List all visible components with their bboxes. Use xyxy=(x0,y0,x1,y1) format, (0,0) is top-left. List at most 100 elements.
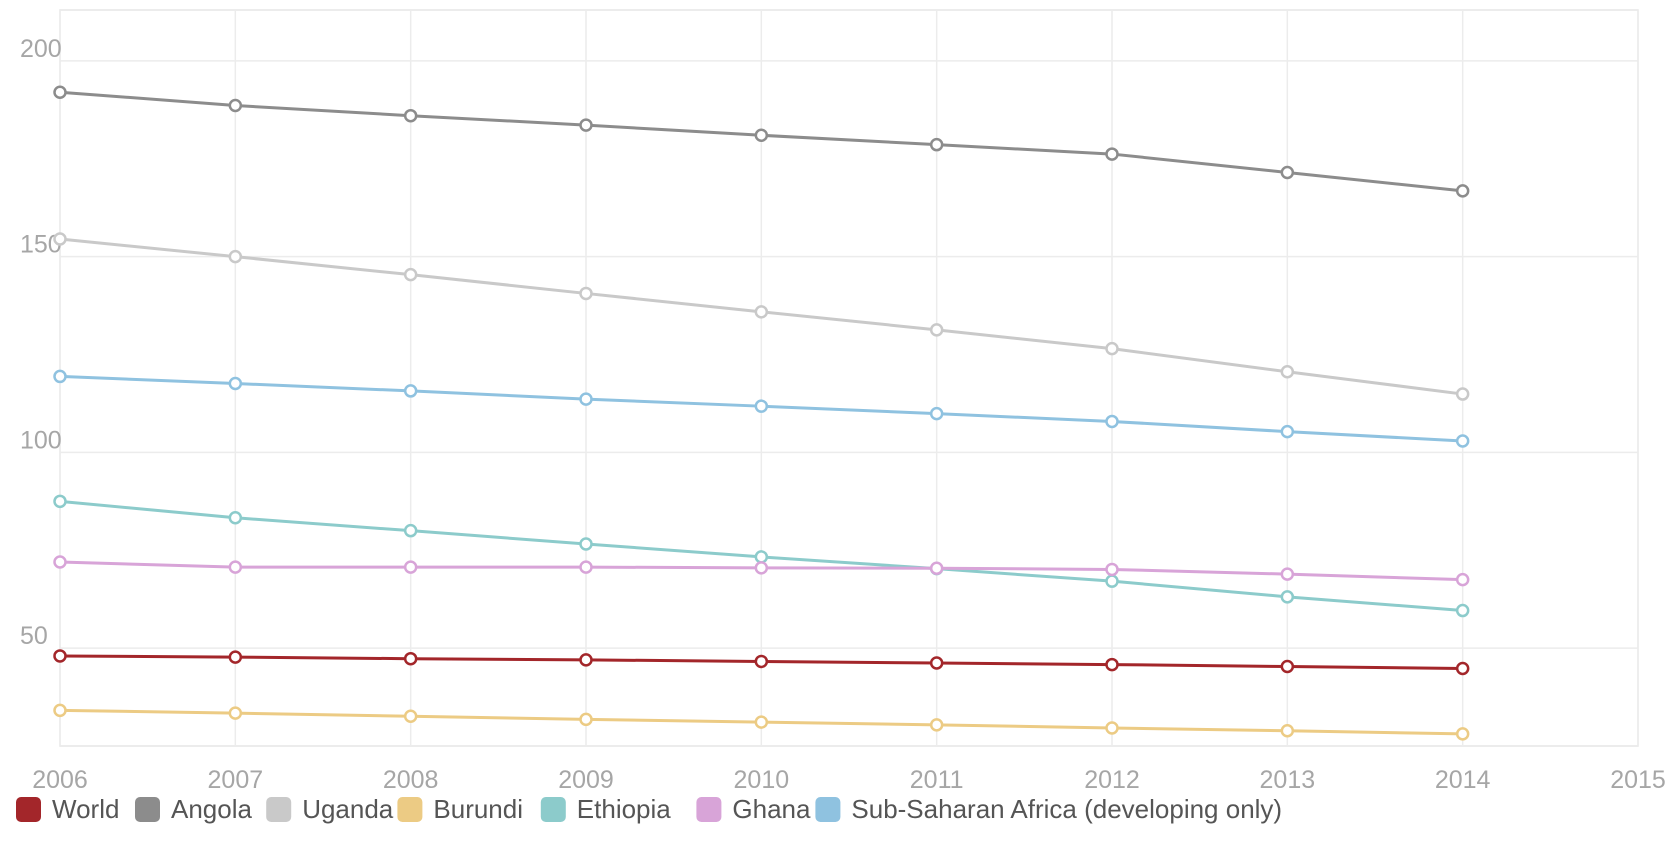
data-point[interactable] xyxy=(929,718,944,732)
data-point[interactable] xyxy=(754,561,769,575)
data-point[interactable] xyxy=(754,715,769,729)
data-point[interactable] xyxy=(1105,721,1119,735)
data-point[interactable] xyxy=(929,406,944,421)
legend-item[interactable]: Angola xyxy=(135,794,252,824)
data-point[interactable] xyxy=(1455,661,1470,676)
series-sub-saharan-africa-developing-only xyxy=(53,369,1470,448)
data-point[interactable] xyxy=(403,560,418,574)
data-point[interactable] xyxy=(53,555,67,569)
data-point[interactable] xyxy=(228,249,243,264)
data-point[interactable] xyxy=(1280,165,1295,180)
data-point[interactable] xyxy=(228,98,243,113)
data-point[interactable] xyxy=(53,494,67,509)
data-point[interactable] xyxy=(1455,603,1470,618)
x-tick-label: 2007 xyxy=(208,766,264,794)
x-tick-label: 2014 xyxy=(1435,766,1491,794)
data-point[interactable] xyxy=(53,649,67,663)
data-point[interactable] xyxy=(403,384,418,398)
data-point[interactable] xyxy=(1105,657,1119,672)
legend-item[interactable]: Uganda xyxy=(266,794,394,824)
data-point[interactable] xyxy=(1105,414,1119,429)
x-tick-label: 2012 xyxy=(1084,766,1140,794)
data-point[interactable] xyxy=(579,118,593,132)
data-point[interactable] xyxy=(579,560,593,574)
data-point[interactable] xyxy=(929,137,944,152)
data-point[interactable] xyxy=(754,654,769,669)
legend-item[interactable]: Ghana xyxy=(696,794,811,824)
series-world xyxy=(53,649,1470,676)
data-point[interactable] xyxy=(1280,567,1295,581)
data-point[interactable] xyxy=(1455,387,1470,401)
series-lines xyxy=(53,85,1470,741)
data-point[interactable] xyxy=(1280,590,1295,604)
x-tick-label: 2010 xyxy=(734,766,790,794)
data-point[interactable] xyxy=(1455,572,1470,587)
data-point[interactable] xyxy=(403,267,418,282)
data-point[interactable] xyxy=(754,399,769,413)
x-tick-label: 2008 xyxy=(383,766,439,794)
data-point[interactable] xyxy=(53,232,67,246)
data-point[interactable] xyxy=(1455,434,1470,448)
data-point[interactable] xyxy=(929,323,944,337)
data-point[interactable] xyxy=(1105,341,1119,356)
legend-item[interactable]: Ethiopia xyxy=(540,794,671,824)
legend-label: Ethiopia xyxy=(577,794,671,824)
data-point[interactable] xyxy=(228,560,243,574)
data-point[interactable] xyxy=(929,561,944,576)
data-point[interactable] xyxy=(1105,574,1119,588)
legend-label: World xyxy=(52,794,119,824)
data-point[interactable] xyxy=(53,703,67,718)
data-point[interactable] xyxy=(579,712,593,727)
legend-label: Ghana xyxy=(732,794,811,824)
data-point[interactable] xyxy=(579,286,593,301)
data-point[interactable] xyxy=(1280,723,1295,738)
series-burundi xyxy=(53,703,1470,741)
data-point[interactable] xyxy=(1280,424,1295,439)
data-point[interactable] xyxy=(754,305,769,319)
legend-label: Uganda xyxy=(302,794,394,824)
legend-swatch xyxy=(815,797,841,822)
data-point[interactable] xyxy=(929,656,944,670)
data-point[interactable] xyxy=(403,523,418,538)
legend-item[interactable]: Sub-Saharan Africa (developing only) xyxy=(815,794,1282,824)
data-point[interactable] xyxy=(53,369,67,384)
data-point[interactable] xyxy=(1280,659,1295,674)
data-point[interactable] xyxy=(1105,147,1119,161)
data-point[interactable] xyxy=(228,511,243,525)
legend-swatch xyxy=(266,797,292,822)
data-point[interactable] xyxy=(754,550,769,564)
data-point[interactable] xyxy=(228,706,243,720)
legend-swatch xyxy=(397,797,423,822)
y-tick-label: 100 xyxy=(20,426,62,454)
x-tick-label: 2006 xyxy=(32,766,88,794)
data-point[interactable] xyxy=(403,651,418,666)
legend-label: Burundi xyxy=(433,794,523,824)
x-tick-label: 2015 xyxy=(1610,766,1666,794)
data-point[interactable] xyxy=(579,392,593,406)
series-angola xyxy=(53,85,1470,198)
data-point[interactable] xyxy=(579,537,593,551)
data-point[interactable] xyxy=(1455,184,1470,198)
legend-label: Angola xyxy=(171,794,252,824)
x-axis-tick-labels: 2006 2007 2008 2009 2010 2011 2012 2013 2014 2015 xyxy=(32,766,1666,794)
data-point[interactable] xyxy=(1280,364,1295,379)
series-uganda xyxy=(53,232,1470,401)
legend-swatch xyxy=(135,797,160,822)
x-tick-label: 2013 xyxy=(1260,766,1316,794)
x-tick-label: 2011 xyxy=(910,766,964,794)
data-point[interactable] xyxy=(228,376,243,391)
legend-item[interactable]: Burundi xyxy=(397,794,523,824)
data-point[interactable] xyxy=(403,108,418,123)
data-point[interactable] xyxy=(1105,562,1119,577)
data-point[interactable] xyxy=(53,85,67,99)
data-point[interactable] xyxy=(1455,727,1470,741)
data-point[interactable] xyxy=(579,653,593,667)
legend: World Angola Uganda Burundi Ethiopia Ghana Sub… xyxy=(16,794,1282,824)
data-point[interactable] xyxy=(228,650,243,664)
data-point[interactable] xyxy=(754,128,769,143)
data-point[interactable] xyxy=(403,709,418,723)
legend-label: Sub-Saharan Africa (developing only) xyxy=(851,794,1282,824)
legend-item[interactable]: World xyxy=(16,794,119,824)
